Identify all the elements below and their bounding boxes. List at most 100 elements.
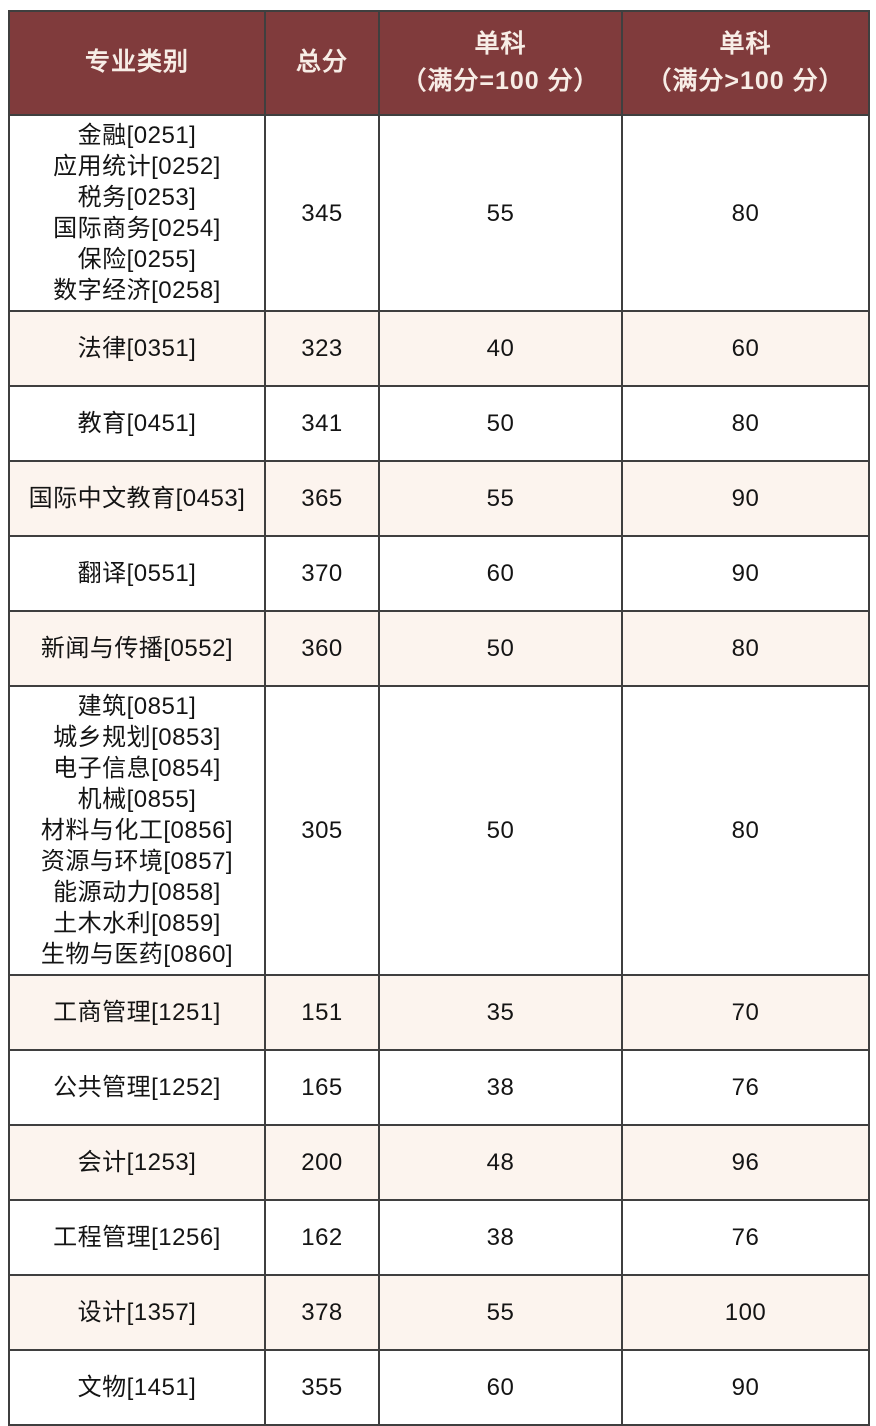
table-row: 设计[1357] 378 55 100 [8, 1274, 870, 1351]
total-score-cell: 355 [264, 1349, 380, 1426]
single-subject-gt100-cell: 96 [621, 1124, 870, 1201]
single-subject-eq100-cell: 60 [378, 535, 623, 612]
single-subject-gt100-cell: 76 [621, 1049, 870, 1126]
table-row: 法律[0351] 323 40 60 [8, 310, 870, 387]
category-line: 电子信息[0854] [53, 755, 221, 782]
total-score-cell: 162 [264, 1199, 380, 1276]
category-cell: 工商管理[1251] [8, 974, 266, 1051]
single-subject-eq100-cell: 55 [378, 1274, 623, 1351]
category-line: 文物[1451] [77, 1374, 197, 1401]
category-line: 新闻与传播[0552] [40, 635, 234, 662]
category-cell: 会计[1253] [8, 1124, 266, 1201]
table-body: 金融[0251] 应用统计[0252] 税务[0253] 国际商务[0254] 保险[0… [8, 114, 870, 1426]
single-subject-gt100-cell: 90 [621, 460, 870, 537]
category-line: 应用统计[0252] [53, 153, 221, 180]
table-row: 建筑[0851] 城乡规划[0853] 电子信息[0854] 机械[0855] 材料与化… [8, 685, 870, 976]
category-cell: 建筑[0851] 城乡规划[0853] 电子信息[0854] 机械[0855] 材料与化… [8, 685, 266, 976]
category-line: 税务[0253] [77, 184, 197, 211]
category-cell: 金融[0251] 应用统计[0252] 税务[0253] 国际商务[0254] 保险[0… [8, 114, 266, 312]
category-line: 材料与化工[0856] [40, 817, 234, 844]
category-line: 保险[0255] [77, 246, 197, 273]
single-subject-gt100-cell: 80 [621, 610, 870, 687]
col-header-total: 总分 [264, 10, 380, 116]
single-subject-eq100-cell: 55 [378, 460, 623, 537]
category-line: 工商管理[1251] [53, 999, 221, 1026]
total-score-cell: 305 [264, 685, 380, 976]
table-row: 新闻与传播[0552] 360 50 80 [8, 610, 870, 687]
category-line: 翻译[0551] [77, 560, 197, 587]
single-subject-gt100-cell: 76 [621, 1199, 870, 1276]
category-cell: 新闻与传播[0552] [8, 610, 266, 687]
category-line: 机械[0855] [77, 786, 197, 813]
category-cell: 公共管理[1252] [8, 1049, 266, 1126]
col-header-single-gt100: 单科 （满分>100 分） [621, 10, 870, 116]
single-subject-gt100-cell: 80 [621, 114, 870, 312]
category-line: 资源与环境[0857] [40, 848, 234, 875]
table-row: 教育[0451] 341 50 80 [8, 385, 870, 462]
category-line: 法律[0351] [77, 335, 197, 362]
total-score-cell: 165 [264, 1049, 380, 1126]
category-cell: 国际中文教育[0453] [8, 460, 266, 537]
single-subject-eq100-cell: 38 [378, 1199, 623, 1276]
total-score-cell: 151 [264, 974, 380, 1051]
total-score-cell: 341 [264, 385, 380, 462]
score-table: 专业类别 总分 单科 （满分=100 分） 单科 （满分>100 分） 金融[0… [8, 10, 870, 1426]
category-line: 能源动力[0858] [53, 879, 221, 906]
total-score-cell: 378 [264, 1274, 380, 1351]
category-line: 生物与医药[0860] [40, 941, 234, 968]
single-subject-gt100-cell: 90 [621, 1349, 870, 1426]
col-header-category: 专业类别 [8, 10, 266, 116]
single-subject-eq100-cell: 60 [378, 1349, 623, 1426]
total-score-cell: 365 [264, 460, 380, 537]
single-subject-eq100-cell: 48 [378, 1124, 623, 1201]
col-header-single-gt100-label: 单科 [719, 29, 772, 58]
single-subject-eq100-cell: 55 [378, 114, 623, 312]
single-subject-eq100-cell: 50 [378, 385, 623, 462]
category-cell: 翻译[0551] [8, 535, 266, 612]
total-score-cell: 370 [264, 535, 380, 612]
category-line: 土木水利[0859] [53, 910, 221, 937]
table-row: 国际中文教育[0453] 365 55 90 [8, 460, 870, 537]
table-row: 工商管理[1251] 151 35 70 [8, 974, 870, 1051]
single-subject-eq100-cell: 50 [378, 685, 623, 976]
table-row: 文物[1451] 355 60 90 [8, 1349, 870, 1426]
category-line: 国际中文教育[0453] [28, 485, 246, 512]
single-subject-gt100-cell: 100 [621, 1274, 870, 1351]
header-row: 专业类别 总分 单科 （满分=100 分） 单科 （满分>100 分） [8, 10, 870, 116]
category-line: 国际商务[0254] [53, 215, 221, 242]
category-line: 建筑[0851] [77, 693, 197, 720]
col-header-category-label: 专业类别 [84, 48, 189, 77]
category-cell: 文物[1451] [8, 1349, 266, 1426]
category-line: 工程管理[1256] [53, 1224, 221, 1251]
category-cell: 工程管理[1256] [8, 1199, 266, 1276]
total-score-cell: 200 [264, 1124, 380, 1201]
col-header-total-label: 总分 [295, 48, 348, 77]
col-header-single-eq100-label: 单科 [474, 29, 527, 58]
col-header-single-gt100-sub: （满分>100 分） [646, 67, 845, 95]
col-header-single-eq100-sub: （满分=100 分） [401, 67, 600, 95]
table-row: 工程管理[1256] 162 38 76 [8, 1199, 870, 1276]
single-subject-gt100-cell: 60 [621, 310, 870, 387]
table-row: 翻译[0551] 370 60 90 [8, 535, 870, 612]
single-subject-gt100-cell: 80 [621, 685, 870, 976]
single-subject-eq100-cell: 35 [378, 974, 623, 1051]
total-score-cell: 323 [264, 310, 380, 387]
category-cell: 教育[0451] [8, 385, 266, 462]
single-subject-eq100-cell: 50 [378, 610, 623, 687]
single-subject-gt100-cell: 80 [621, 385, 870, 462]
col-header-single-eq100: 单科 （满分=100 分） [378, 10, 623, 116]
table-row: 金融[0251] 应用统计[0252] 税务[0253] 国际商务[0254] 保险[0… [8, 114, 870, 312]
category-line: 设计[1357] [77, 1299, 197, 1326]
single-subject-eq100-cell: 40 [378, 310, 623, 387]
total-score-cell: 360 [264, 610, 380, 687]
single-subject-gt100-cell: 70 [621, 974, 870, 1051]
table-row: 公共管理[1252] 165 38 76 [8, 1049, 870, 1126]
single-subject-eq100-cell: 38 [378, 1049, 623, 1126]
single-subject-gt100-cell: 90 [621, 535, 870, 612]
category-line: 公共管理[1252] [53, 1074, 221, 1101]
category-line: 会计[1253] [77, 1149, 197, 1176]
table-row: 会计[1253] 200 48 96 [8, 1124, 870, 1201]
total-score-cell: 345 [264, 114, 380, 312]
category-line: 城乡规划[0853] [53, 724, 221, 751]
